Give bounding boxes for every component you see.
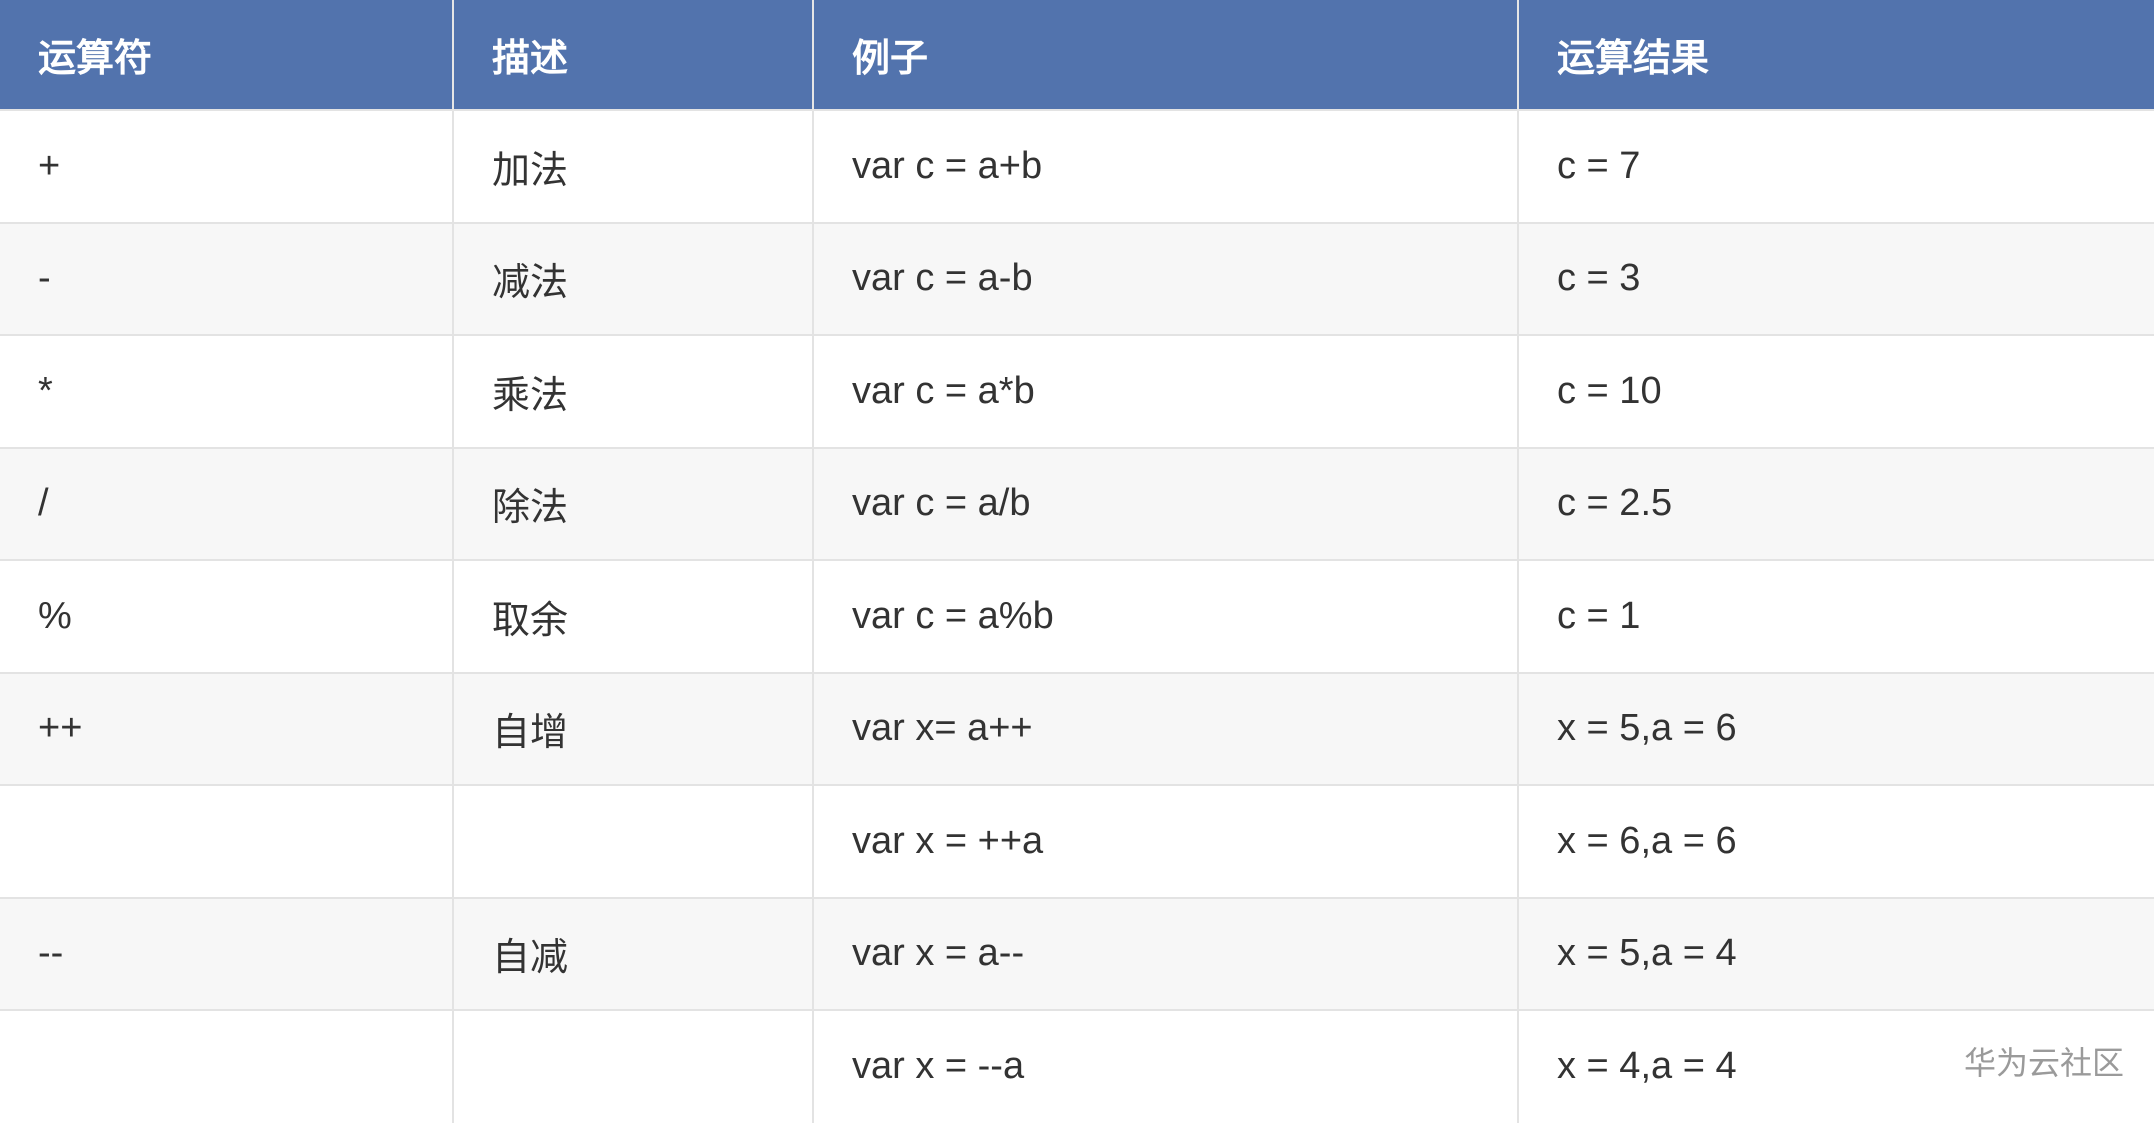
result-cell: c = 7 bbox=[1518, 109, 2154, 223]
description-cell: 除法 bbox=[453, 446, 814, 560]
operator-cell: * bbox=[0, 334, 454, 448]
example-cell: var c = a%b bbox=[813, 559, 1519, 673]
operator-cell: / bbox=[0, 446, 454, 560]
table-row: % 取余 var c = a%b c = 1 bbox=[0, 559, 2154, 673]
result-cell: c = 2.5 bbox=[1518, 446, 2154, 560]
result-cell: x = 5,a = 6 bbox=[1518, 671, 2154, 785]
example-cell: var c = a-b bbox=[813, 221, 1519, 335]
result-cell: c = 3 bbox=[1518, 221, 2154, 335]
operator-cell bbox=[0, 784, 454, 898]
result-cell: c = 1 bbox=[1518, 559, 2154, 673]
description-cell: 自增 bbox=[453, 671, 814, 785]
watermark: 华为云社区 bbox=[1963, 1045, 2124, 1081]
operator-cell: - bbox=[0, 221, 454, 335]
example-cell: var c = a*b bbox=[813, 334, 1519, 448]
table-row: - 减法 var c = a-b c = 3 bbox=[0, 221, 2154, 335]
operator-cell: % bbox=[0, 559, 454, 673]
table-row: -- 自减 var x = a-- x = 5,a = 4 bbox=[0, 896, 2154, 1010]
header-operator: 运算符 bbox=[0, 0, 454, 110]
table-header-row: 运算符 描述 例子 运算结果 bbox=[0, 0, 2154, 110]
table-row: var x = --a x = 4,a = 4 bbox=[0, 1009, 2154, 1123]
description-cell bbox=[453, 1009, 814, 1123]
result-cell: x = 5,a = 4 bbox=[1518, 896, 2154, 1010]
result-cell: x = 4,a = 4 bbox=[1518, 1009, 2154, 1123]
result-cell: c = 10 bbox=[1518, 334, 2154, 448]
header-description: 描述 bbox=[453, 0, 814, 110]
example-cell: var x = a-- bbox=[813, 896, 1519, 1010]
example-cell: var c = a+b bbox=[813, 109, 1519, 223]
description-cell: 乘法 bbox=[453, 334, 814, 448]
description-cell: 加法 bbox=[453, 109, 814, 223]
description-cell: 减法 bbox=[453, 221, 814, 335]
operator-cell: -- bbox=[0, 896, 454, 1010]
table-row: * 乘法 var c = a*b c = 10 bbox=[0, 334, 2154, 448]
operator-cell: + bbox=[0, 109, 454, 223]
description-cell: 自减 bbox=[453, 896, 814, 1010]
example-cell: var x = ++a bbox=[813, 784, 1519, 898]
table-row: ++ 自增 var x= a++ x = 5,a = 6 bbox=[0, 671, 2154, 785]
header-result: 运算结果 bbox=[1518, 0, 2154, 110]
operator-cell bbox=[0, 1009, 454, 1123]
table-row: / 除法 var c = a/b c = 2.5 bbox=[0, 446, 2154, 560]
table-row: var x = ++a x = 6,a = 6 bbox=[0, 784, 2154, 898]
example-cell: var x = --a bbox=[813, 1009, 1519, 1123]
example-cell: var x= a++ bbox=[813, 671, 1519, 785]
result-cell: x = 6,a = 6 bbox=[1518, 784, 2154, 898]
table-row: + 加法 var c = a+b c = 7 bbox=[0, 109, 2154, 223]
description-cell: 取余 bbox=[453, 559, 814, 673]
operator-cell: ++ bbox=[0, 671, 454, 785]
header-example: 例子 bbox=[813, 0, 1519, 110]
description-cell bbox=[453, 784, 814, 898]
example-cell: var c = a/b bbox=[813, 446, 1519, 560]
